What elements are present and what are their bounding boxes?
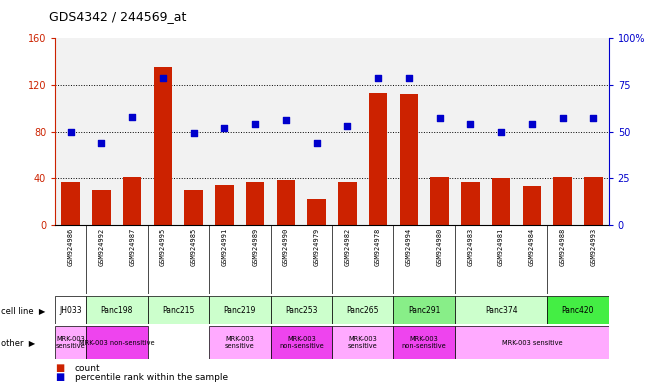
Point bbox=[496, 128, 506, 135]
Bar bbox=[92, 190, 111, 225]
Text: MRK-003
sensitive: MRK-003 sensitive bbox=[348, 336, 378, 349]
Text: ■: ■ bbox=[55, 372, 64, 382]
Point bbox=[127, 114, 137, 120]
Bar bbox=[86, 296, 148, 324]
Point bbox=[588, 116, 598, 122]
Point bbox=[342, 123, 353, 129]
Point bbox=[404, 74, 414, 81]
Text: Panc374: Panc374 bbox=[485, 306, 518, 314]
Text: GSM924981: GSM924981 bbox=[498, 228, 504, 266]
Point bbox=[527, 121, 537, 127]
Text: GSM924983: GSM924983 bbox=[467, 228, 473, 266]
Point bbox=[219, 125, 230, 131]
Bar bbox=[455, 296, 547, 324]
Bar bbox=[393, 296, 455, 324]
Bar bbox=[246, 182, 264, 225]
Text: Panc198: Panc198 bbox=[101, 306, 133, 314]
Text: cell line  ▶: cell line ▶ bbox=[1, 306, 46, 314]
Bar bbox=[55, 326, 86, 359]
Point bbox=[66, 128, 76, 135]
Text: MRK-003
sensitive: MRK-003 sensitive bbox=[225, 336, 255, 349]
Bar bbox=[184, 190, 203, 225]
Text: GSM924984: GSM924984 bbox=[529, 228, 535, 266]
Bar bbox=[369, 93, 387, 225]
Text: GSM924993: GSM924993 bbox=[590, 228, 596, 266]
Bar bbox=[332, 326, 393, 359]
Point bbox=[250, 121, 260, 127]
Point bbox=[465, 121, 475, 127]
Text: GSM924995: GSM924995 bbox=[160, 228, 166, 266]
Bar bbox=[209, 326, 271, 359]
Bar bbox=[55, 296, 86, 324]
Bar bbox=[271, 326, 332, 359]
Point bbox=[311, 140, 322, 146]
Text: GSM924979: GSM924979 bbox=[314, 228, 320, 266]
Point bbox=[158, 74, 168, 81]
Text: MRK-003 non-sensitive: MRK-003 non-sensitive bbox=[79, 340, 155, 346]
Bar bbox=[547, 296, 609, 324]
Text: GSM924988: GSM924988 bbox=[560, 228, 566, 266]
Point bbox=[96, 140, 107, 146]
Point bbox=[373, 74, 383, 81]
Bar bbox=[430, 177, 449, 225]
Bar bbox=[523, 186, 541, 225]
Text: GSM924980: GSM924980 bbox=[437, 228, 443, 266]
Text: GSM924978: GSM924978 bbox=[375, 228, 381, 266]
Bar bbox=[61, 182, 80, 225]
Text: MRK-003
non-sensitive: MRK-003 non-sensitive bbox=[279, 336, 324, 349]
Point bbox=[557, 116, 568, 122]
Text: Panc291: Panc291 bbox=[408, 306, 441, 314]
Bar bbox=[154, 68, 172, 225]
Bar bbox=[338, 182, 357, 225]
Text: Panc420: Panc420 bbox=[562, 306, 594, 314]
Bar bbox=[584, 177, 603, 225]
Text: percentile rank within the sample: percentile rank within the sample bbox=[75, 373, 228, 382]
Text: Panc265: Panc265 bbox=[346, 306, 379, 314]
Text: GSM924987: GSM924987 bbox=[129, 228, 135, 266]
Text: MRK-003
non-sensitive: MRK-003 non-sensitive bbox=[402, 336, 447, 349]
Bar bbox=[123, 177, 141, 225]
Text: Panc253: Panc253 bbox=[285, 306, 318, 314]
Bar bbox=[215, 185, 234, 225]
Point bbox=[434, 116, 445, 122]
Bar bbox=[492, 178, 510, 225]
Bar bbox=[148, 296, 209, 324]
Text: ■: ■ bbox=[55, 363, 64, 373]
Bar bbox=[393, 326, 455, 359]
Bar bbox=[332, 296, 393, 324]
Text: MRK-003
sensitive: MRK-003 sensitive bbox=[56, 336, 85, 349]
Text: Panc215: Panc215 bbox=[162, 306, 195, 314]
Bar bbox=[271, 296, 332, 324]
Text: MRK-003 sensitive: MRK-003 sensitive bbox=[501, 340, 562, 346]
Text: GSM924986: GSM924986 bbox=[68, 228, 74, 266]
Bar bbox=[307, 199, 326, 225]
Text: GSM924985: GSM924985 bbox=[191, 228, 197, 266]
Bar bbox=[455, 326, 609, 359]
Text: other  ▶: other ▶ bbox=[1, 338, 36, 347]
Point bbox=[281, 117, 291, 123]
Point bbox=[189, 130, 199, 136]
Bar bbox=[209, 296, 271, 324]
Text: JH033: JH033 bbox=[59, 306, 82, 314]
Text: GSM924989: GSM924989 bbox=[252, 228, 258, 266]
Text: GSM924982: GSM924982 bbox=[344, 228, 350, 266]
Text: GDS4342 / 244569_at: GDS4342 / 244569_at bbox=[49, 10, 186, 23]
Text: GSM924992: GSM924992 bbox=[98, 228, 104, 266]
Bar bbox=[400, 94, 418, 225]
Text: Panc219: Panc219 bbox=[223, 306, 256, 314]
Bar bbox=[86, 326, 148, 359]
Text: GSM924990: GSM924990 bbox=[283, 228, 289, 266]
Bar bbox=[553, 177, 572, 225]
Text: count: count bbox=[75, 364, 100, 373]
Bar bbox=[461, 182, 480, 225]
Text: GSM924991: GSM924991 bbox=[221, 228, 227, 266]
Bar bbox=[277, 180, 295, 225]
Text: GSM924994: GSM924994 bbox=[406, 228, 412, 266]
